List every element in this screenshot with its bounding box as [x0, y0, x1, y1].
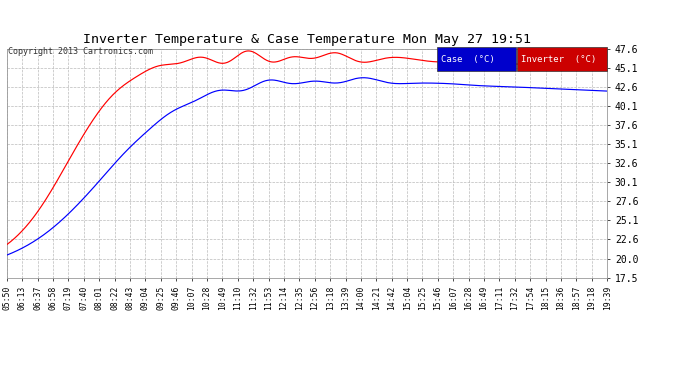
Text: Copyright 2013 Cartronics.com: Copyright 2013 Cartronics.com [8, 47, 153, 56]
Text: Inverter  (°C): Inverter (°C) [521, 55, 596, 63]
Title: Inverter Temperature & Case Temperature Mon May 27 19:51: Inverter Temperature & Case Temperature … [83, 33, 531, 46]
Text: Case  (°C): Case (°C) [441, 55, 495, 63]
